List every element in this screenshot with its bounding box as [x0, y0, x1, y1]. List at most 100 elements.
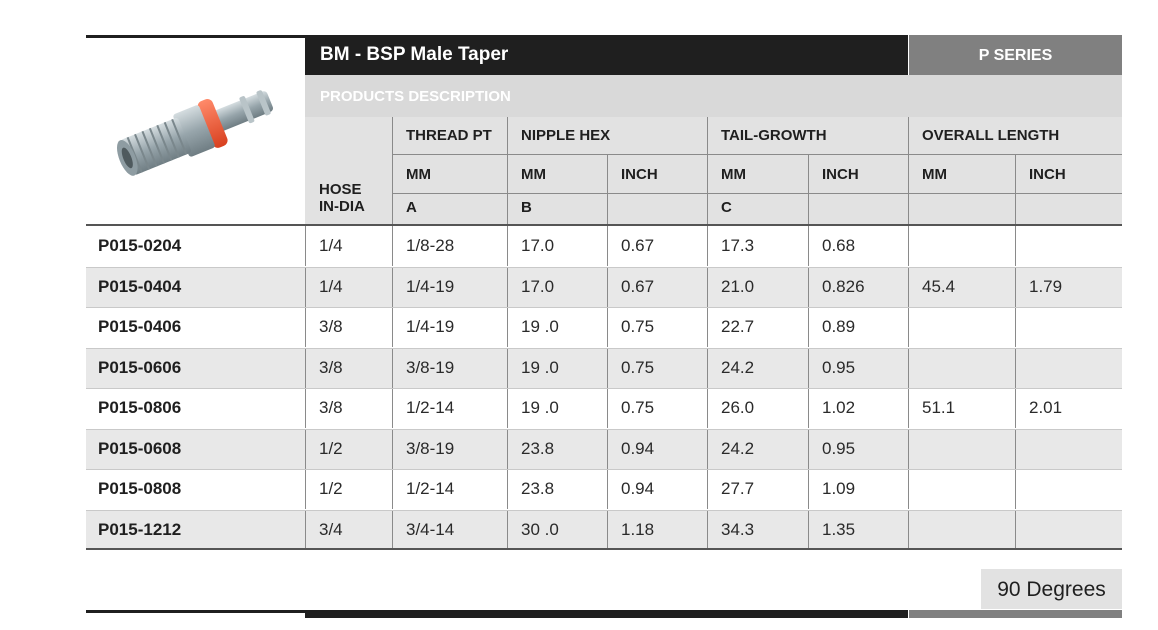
thread-cell: 3/8-19 [406, 357, 455, 377]
part-number-cell: P015-0806 [98, 398, 182, 417]
divider [808, 469, 809, 509]
divider [707, 347, 708, 388]
tail-inch-cell: 1.09 [822, 479, 856, 498]
divider [908, 266, 909, 307]
thread-header: THREAD PT [406, 127, 492, 144]
divider [1015, 307, 1016, 347]
divider [305, 226, 306, 266]
ref-c-header: C [721, 199, 732, 216]
hex-mm-cell: 19 .0 [521, 317, 559, 336]
length-inch-cell: 1.79 [1029, 276, 1063, 296]
divider [86, 469, 1122, 470]
divider [392, 307, 393, 347]
hose-header-line2: IN-DIA [319, 198, 365, 215]
divider [908, 117, 909, 225]
divider [607, 388, 608, 428]
divider [507, 428, 508, 469]
part-number-cell: P015-0404 [98, 276, 182, 296]
divider [1015, 266, 1016, 307]
hex-mm-cell: 30 .0 [521, 519, 559, 539]
divider [607, 469, 608, 509]
divider [808, 226, 809, 266]
length-mm-cell: 51.1 [922, 398, 956, 417]
table-row: P015-0606 3/8 3/8-19 19 .0 0.75 24.2 0.95 [86, 347, 1122, 388]
thread-mm-header: MM [406, 166, 431, 183]
divider [305, 307, 306, 347]
table-row: P015-0406 3/8 1/4-19 19 .0 0.75 22.7 0.89 [86, 307, 1122, 347]
hex-mm-header: MM [521, 166, 546, 183]
thread-cell: 1/2-14 [406, 479, 455, 498]
divider [808, 266, 809, 307]
divider [1015, 428, 1016, 469]
tail-mm-cell: 17.3 [721, 236, 755, 255]
divider [607, 226, 608, 266]
hex-inch-cell: 0.67 [621, 236, 655, 255]
table-row: P015-0608 1/2 3/8-19 23.8 0.94 24.2 0.95 [86, 428, 1122, 469]
tail-inch-header: INCH [822, 166, 859, 183]
hex-mm-cell: 23.8 [521, 479, 555, 498]
hex-inch-header: INCH [621, 166, 658, 183]
divider [392, 266, 393, 307]
divider [86, 347, 1122, 349]
hex-mm-cell: 19 .0 [521, 357, 559, 377]
angle-label: 90 Degrees [981, 569, 1122, 609]
divider [507, 307, 508, 347]
tail-mm-cell: 22.7 [721, 317, 755, 336]
divider [392, 117, 393, 225]
divider [808, 307, 809, 347]
divider [607, 509, 608, 550]
tail-mm-cell: 24.2 [721, 357, 755, 377]
tail-inch-cell: 1.35 [822, 519, 856, 539]
divider [908, 428, 909, 469]
divider [908, 347, 909, 388]
divider [507, 388, 508, 428]
divider [607, 428, 608, 469]
hex-inch-cell: 0.67 [621, 276, 655, 296]
divider [507, 469, 508, 509]
tail-mm-cell: 27.7 [721, 479, 755, 498]
divider [305, 509, 306, 550]
tail-inch-cell: 0.826 [822, 276, 865, 296]
divider [392, 347, 393, 388]
hex-inch-cell: 0.75 [621, 317, 655, 336]
table-row: P015-0806 3/8 1/2-14 19 .0 0.75 26.0 1.02 51.1 2… [86, 388, 1122, 428]
divider [1015, 347, 1016, 388]
divider [607, 307, 608, 347]
thread-cell: 1/8-28 [406, 236, 455, 255]
divider [392, 428, 393, 469]
divider [707, 428, 708, 469]
hose-cell: 1/4 [319, 276, 343, 296]
divider [808, 509, 809, 550]
divider [507, 117, 508, 225]
tail-mm-cell: 24.2 [721, 438, 755, 458]
series-badge: P SERIES [909, 35, 1122, 75]
divider [707, 117, 708, 225]
table-row: P015-0808 1/2 1/2-14 23.8 0.94 27.7 1.09 [86, 469, 1122, 509]
hex-inch-cell: 0.75 [621, 357, 655, 377]
thread-cell: 3/8-19 [406, 438, 455, 458]
divider [392, 154, 1122, 155]
table-top-border [86, 224, 1122, 226]
tail-inch-cell: 0.89 [822, 317, 856, 336]
divider [707, 226, 708, 266]
tail-inch-cell: 1.02 [822, 398, 856, 417]
divider [707, 388, 708, 428]
divider [1015, 509, 1016, 550]
thread-cell: 1/4-19 [406, 276, 455, 296]
nipple-hex-header: NIPPLE HEX [521, 127, 611, 144]
divider [908, 307, 909, 347]
hose-cell: 3/8 [319, 398, 343, 417]
bottom-gray-bar [909, 610, 1122, 618]
hose-header-line1: HOSE [319, 181, 362, 198]
bottom-left-rule [86, 610, 305, 613]
hose-cell: 1/2 [319, 479, 343, 498]
divider [908, 469, 909, 509]
length-mm-cell: 45.4 [922, 276, 956, 296]
divider [1015, 388, 1016, 428]
hose-cell: 3/8 [319, 357, 343, 377]
hex-mm-cell: 23.8 [521, 438, 555, 458]
divider [908, 509, 909, 550]
divider [305, 266, 306, 307]
divider [392, 226, 393, 266]
divider [305, 388, 306, 428]
